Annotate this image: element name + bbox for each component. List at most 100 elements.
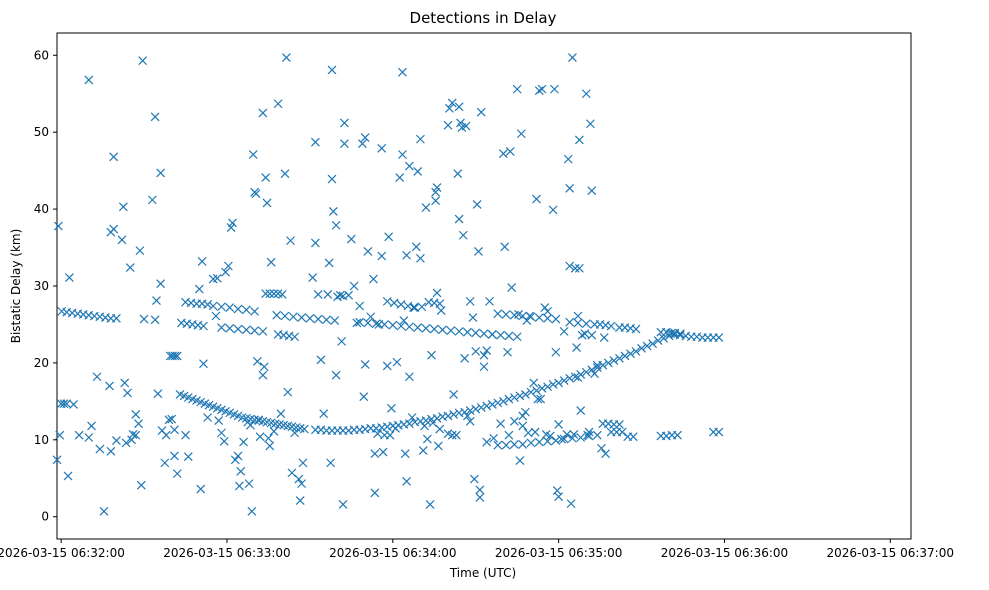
detection-marker <box>246 420 255 430</box>
detection-marker <box>673 430 682 440</box>
detection-marker <box>172 469 182 479</box>
detection-marker <box>382 361 392 371</box>
y-tick-label: 50 <box>34 125 49 139</box>
detection-marker <box>642 341 652 351</box>
detection-marker <box>250 326 260 336</box>
detection-marker <box>590 369 599 379</box>
detection-marker <box>518 411 528 421</box>
detection-marker <box>545 431 555 441</box>
detection-marker <box>199 359 208 369</box>
detection-marker <box>400 449 410 459</box>
detection-marker <box>559 434 569 444</box>
detection-marker <box>587 330 597 340</box>
detection-marker <box>631 324 641 334</box>
detection-marker <box>52 455 62 465</box>
detection-marker <box>355 301 365 311</box>
detection-marker <box>471 404 481 414</box>
detection-marker <box>404 419 414 429</box>
detection-marker <box>536 394 546 404</box>
detection-marker <box>525 311 535 321</box>
detection-marker <box>485 296 494 306</box>
detection-marker <box>548 205 558 215</box>
y-tick-label: 20 <box>34 356 49 370</box>
detection-marker <box>194 284 204 294</box>
detection-marker <box>526 387 536 397</box>
detection-marker <box>429 324 439 334</box>
detection-marker <box>272 310 282 320</box>
detection-marker <box>99 506 109 516</box>
detection-marker <box>288 312 298 322</box>
detection-marker <box>461 121 471 131</box>
detection-marker <box>74 430 84 440</box>
detection-marker <box>504 430 514 440</box>
detection-marker <box>468 313 478 322</box>
detection-marker <box>587 186 597 196</box>
detection-marker <box>352 318 362 328</box>
detection-marker <box>391 423 400 433</box>
detection-marker <box>340 139 349 149</box>
detection-marker <box>402 250 412 260</box>
detection-marker <box>265 289 275 299</box>
detection-marker <box>413 323 423 332</box>
detection-marker <box>543 306 552 316</box>
detection-marker <box>167 414 177 424</box>
detection-marker <box>150 315 160 325</box>
detection-marker <box>214 416 224 425</box>
detection-marker <box>500 242 510 252</box>
detection-marker <box>577 330 587 340</box>
detection-marker <box>335 290 345 300</box>
detection-marker <box>475 493 485 502</box>
detection-marker <box>363 318 373 328</box>
detection-marker <box>597 443 606 453</box>
detection-marker <box>136 480 146 490</box>
detection-marker <box>501 440 511 450</box>
detection-marker <box>106 446 116 456</box>
detection-marker <box>566 499 576 509</box>
detection-marker <box>63 471 73 481</box>
detection-marker <box>131 409 141 419</box>
detection-marker <box>239 437 248 447</box>
detection-marker <box>241 325 251 335</box>
detection-marker <box>479 362 489 372</box>
detection-marker <box>584 427 594 437</box>
detection-marker <box>109 224 119 234</box>
detection-marker <box>331 370 341 380</box>
detection-marker <box>559 376 569 386</box>
x-axis-ticks: 2026-03-15 06:32:00 2026-03-15 06:33:00 20… <box>0 539 954 560</box>
detection-marker <box>298 458 308 468</box>
detection-marker <box>563 154 573 164</box>
detection-marker <box>554 378 564 388</box>
detection-marker <box>514 310 523 319</box>
detection-marker <box>664 331 674 341</box>
y-axis-ticks: 0 10 20 30 40 50 60 <box>34 48 57 524</box>
detection-marker <box>273 99 283 109</box>
detection-marker <box>609 356 619 366</box>
detection-marker <box>261 173 271 182</box>
detection-marker <box>219 436 229 446</box>
detection-marker <box>637 343 646 353</box>
detection-marker <box>562 429 572 439</box>
detection-marker <box>476 403 486 412</box>
detection-marker <box>572 343 582 352</box>
detection-marker <box>543 313 552 323</box>
detection-marker <box>360 133 370 143</box>
detection-marker <box>512 84 522 94</box>
detection-marker <box>447 430 457 440</box>
detection-marker <box>346 234 356 244</box>
detection-marker <box>416 134 425 144</box>
detection-marker <box>515 391 525 401</box>
x-tick-label: 2026-03-15 06:36:00 <box>661 546 788 560</box>
detection-marker <box>396 300 406 309</box>
detection-marker <box>152 296 161 306</box>
detection-marker <box>404 161 414 171</box>
detection-marker <box>421 323 431 333</box>
detection-marker <box>509 416 519 426</box>
detection-marker <box>482 437 492 447</box>
detection-marker <box>449 409 459 419</box>
detection-marker <box>476 107 486 117</box>
detection-marker <box>286 236 295 246</box>
detection-marker <box>208 301 218 311</box>
detection-marker <box>259 362 269 372</box>
detection-marker <box>659 333 669 343</box>
